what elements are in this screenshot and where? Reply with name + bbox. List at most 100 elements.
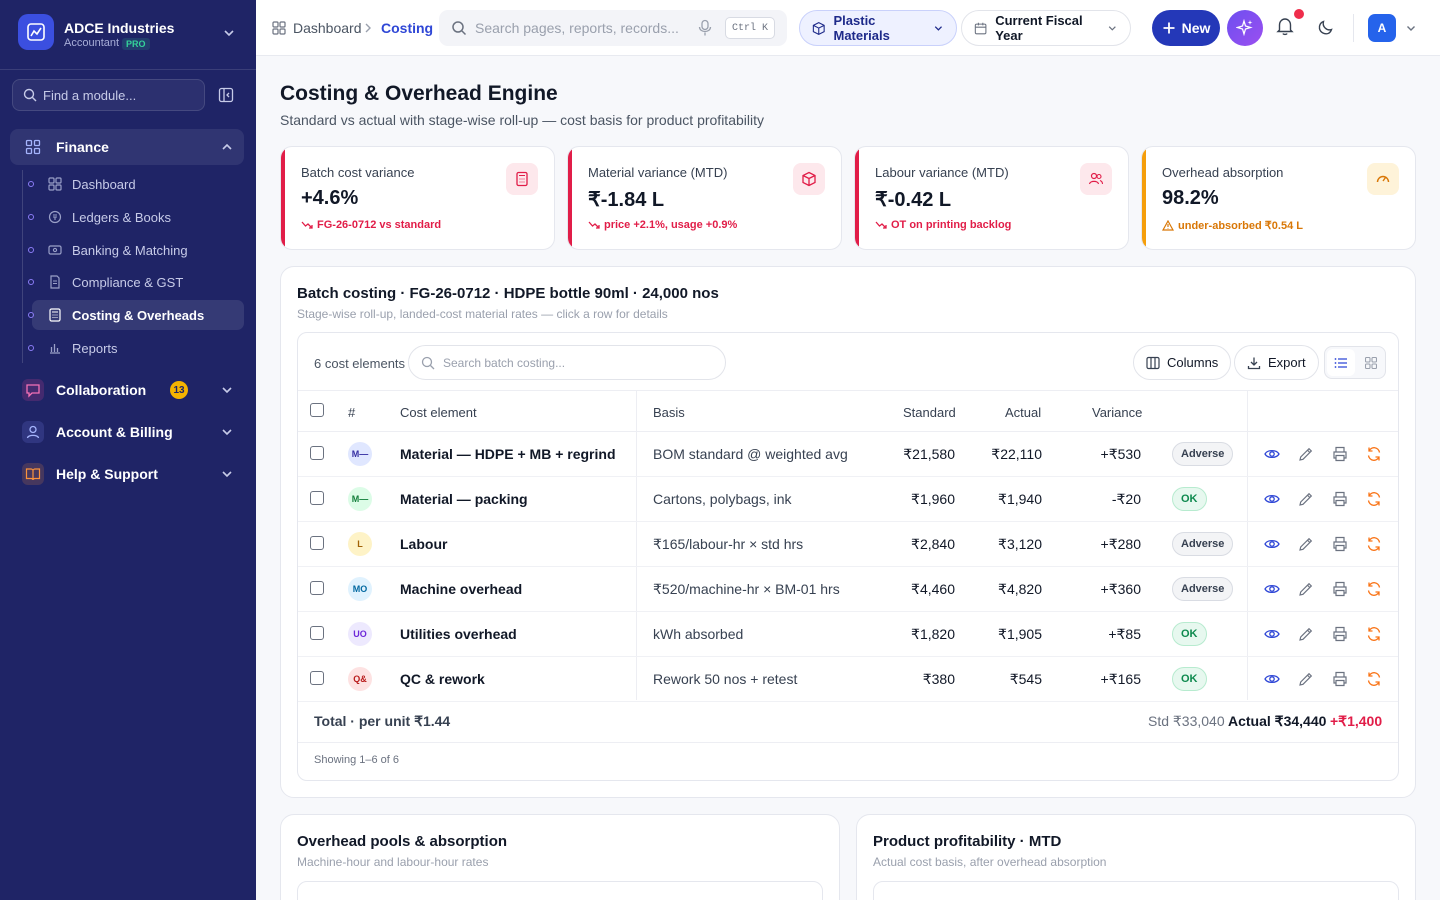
row-checkbox[interactable] [310,581,324,595]
column-header-variance[interactable]: Variance [1092,405,1143,420]
column-divider [1247,390,1248,700]
table-row[interactable]: M— Material — packing Cartons, polybags,… [298,477,1398,522]
batch-search-input[interactable]: Search batch costing... [408,345,726,380]
table-total-row: Total · per unit ₹1.44 Std ₹33,040 Actua… [298,700,1398,743]
columns-button[interactable]: Columns [1133,345,1232,380]
refresh-icon[interactable] [1366,536,1382,552]
kpi-accent-bar [1142,147,1146,249]
refresh-icon[interactable] [1366,491,1382,507]
select-all-checkbox[interactable] [310,403,324,417]
view-eye-icon[interactable] [1264,491,1280,507]
trend-down-icon [588,221,600,229]
printer-icon[interactable] [1332,536,1348,552]
breadcrumb-costing[interactable]: Costing [381,20,434,36]
new-button[interactable]: New [1152,10,1220,46]
row-checkbox[interactable] [310,491,324,505]
row-checkbox[interactable] [310,446,324,460]
segment-selector[interactable]: Plastic Materials [799,10,957,46]
product-profitability-subtitle: Actual cost basis, after overhead absorp… [873,855,1107,869]
coin-icon [48,210,62,224]
view-eye-icon[interactable] [1264,671,1280,687]
export-button[interactable]: Export [1234,345,1319,380]
kpi-note-text: FG-26-0712 vs standard [317,219,442,231]
view-eye-icon[interactable] [1264,536,1280,552]
microphone-icon[interactable] [697,19,721,37]
printer-icon[interactable] [1332,446,1348,462]
variance-value: -₹20 [1111,491,1141,507]
breadcrumb-dashboard[interactable]: Dashboard [272,20,362,36]
cost-element-name: Labour [400,536,448,552]
cost-basis: ₹520/machine-hr × BM-01 hrs [653,581,840,597]
column-header-standard[interactable]: Standard [903,405,956,420]
module-search-input[interactable]: Find a module... [12,79,205,111]
element-badge: UO [348,622,372,646]
nav-group-finance[interactable]: Finance [10,129,244,165]
chevron-down-icon[interactable] [1405,22,1417,34]
view-eye-icon[interactable] [1264,446,1280,462]
table-row[interactable]: M— Material — HDPE + MB + regrind BOM st… [298,432,1398,477]
column-header-element[interactable]: Cost element [400,405,477,420]
bar-chart-icon [50,344,60,354]
actual-cost: ₹545 [1009,671,1042,687]
total-standard: Std ₹33,040 [1148,713,1225,729]
edit-pencil-icon[interactable] [1298,671,1314,687]
sidebar-item-reports[interactable]: Reports [28,333,244,363]
table-row[interactable]: Q& QC & rework Rework 50 nos + retest ₹3… [298,657,1398,702]
sidebar-item-costing[interactable]: Costing & Overheads [28,300,244,330]
edit-pencil-icon[interactable] [1298,491,1314,507]
search-icon [452,21,467,36]
refresh-icon[interactable] [1366,626,1382,642]
ai-assistant-button[interactable] [1227,10,1263,46]
printer-icon[interactable] [1332,581,1348,597]
refresh-icon[interactable] [1366,581,1382,597]
org-switcher[interactable]: ADCE Industries Accountant PRO [18,14,246,54]
bullet-icon [28,247,34,253]
printer-icon[interactable] [1332,671,1348,687]
sidebar-item-banking[interactable]: Banking & Matching [28,235,244,265]
sidebar-item-ledgers[interactable]: Ledgers & Books [28,202,244,232]
list-view-icon[interactable] [1327,349,1355,376]
period-selector[interactable]: Current Fiscal Year [961,10,1131,46]
printer-icon[interactable] [1332,626,1348,642]
search-icon [23,88,37,102]
kpi-value: 98.2% [1162,187,1219,209]
global-search-input[interactable]: Search pages, reports, records... Ctrl K [439,10,787,46]
table-row[interactable]: L Labour ₹165/labour-hr × std hrs ₹2,840… [298,522,1398,567]
kpi-value: +4.6% [301,187,359,209]
row-checkbox[interactable] [310,536,324,550]
table-row[interactable]: UO Utilities overhead kWh absorbed ₹1,82… [298,612,1398,657]
view-eye-icon[interactable] [1264,626,1280,642]
grid-view-icon[interactable] [1357,349,1385,376]
table-row[interactable]: MO Machine overhead ₹520/machine-hr × BM… [298,567,1398,612]
edit-pencil-icon[interactable] [1298,581,1314,597]
nav-group-help-support[interactable]: Help & Support [10,456,244,492]
collapse-sidebar-icon[interactable] [218,87,234,103]
kpi-card-overhead-absorption: Overhead absorption 98.2% under-absorbed… [1141,146,1416,250]
kpi-accent-bar [281,147,285,249]
moon-icon[interactable] [1317,18,1335,36]
edit-pencil-icon[interactable] [1298,536,1314,552]
edit-pencil-icon[interactable] [1298,626,1314,642]
notifications-bell-icon[interactable] [1276,16,1294,36]
user-avatar[interactable]: A [1368,14,1396,42]
row-checkbox[interactable] [310,671,324,685]
printer-icon[interactable] [1332,491,1348,507]
refresh-icon[interactable] [1366,671,1382,687]
overhead-pools-subtitle: Machine-hour and labour-hour rates [297,855,489,869]
kpi-note: OT on printing backlog [875,219,1011,231]
kpi-note: under-absorbed ₹0.54 L [1162,219,1303,232]
sidebar-item-dashboard[interactable]: Dashboard [28,169,244,199]
row-checkbox[interactable] [310,626,324,640]
nav-group-label: Account & Billing [56,424,173,440]
sidebar-item-compliance[interactable]: Compliance & GST [28,267,244,297]
view-eye-icon[interactable] [1264,581,1280,597]
nav-group-collaboration[interactable]: Collaboration 13 [10,372,244,408]
nav-group-account-billing[interactable]: Account & Billing [10,414,244,450]
column-header-basis[interactable]: Basis [653,405,685,420]
edit-pencil-icon[interactable] [1298,446,1314,462]
sidebar-divider [0,69,256,70]
sidebar-item-label: Compliance & GST [72,274,184,290]
refresh-icon[interactable] [1366,446,1382,462]
cost-element-name: Machine overhead [400,581,523,597]
column-header-actual[interactable]: Actual [1005,405,1042,420]
